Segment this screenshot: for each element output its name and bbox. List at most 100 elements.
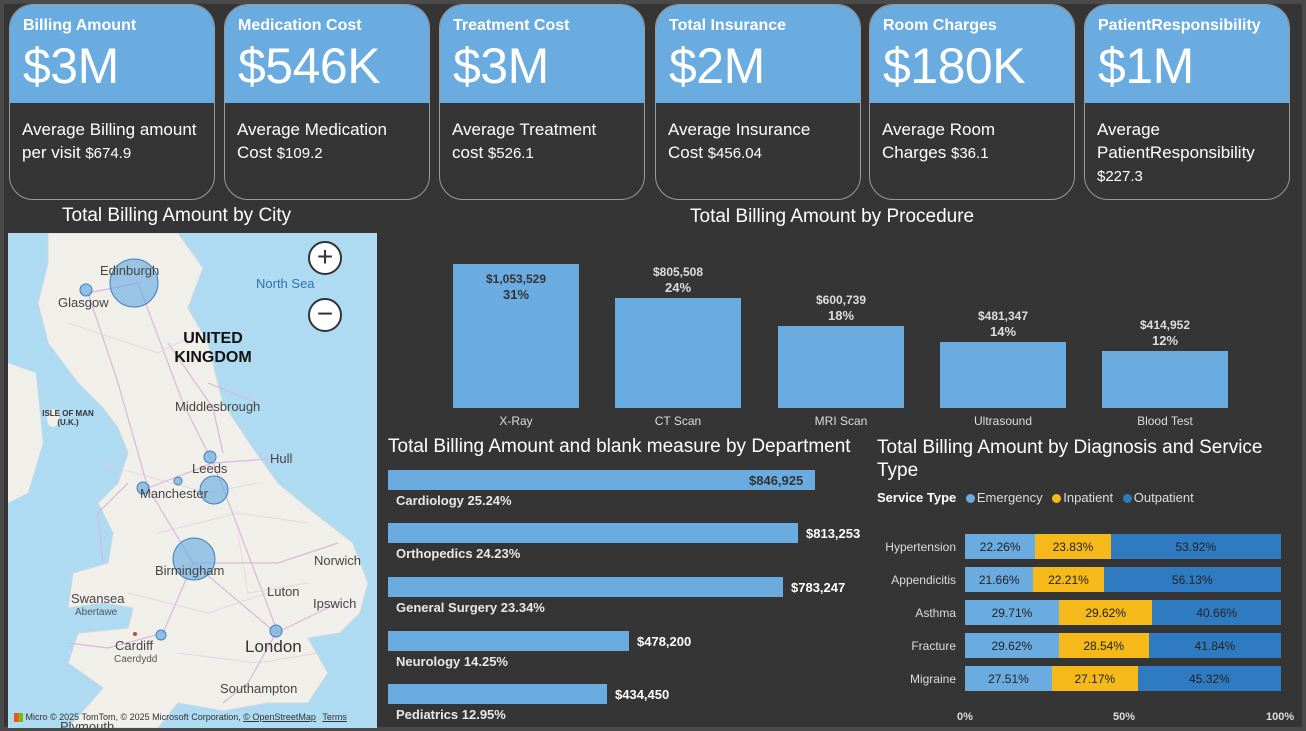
procedure-value-label: $414,952 bbox=[1139, 318, 1191, 332]
department-bar[interactable] bbox=[388, 470, 815, 490]
kpi-title: Total Insurance bbox=[669, 17, 787, 34]
kpi-card[interactable]: Total Insurance $2M Average Insurance Cost… bbox=[655, 4, 861, 200]
legend-inpatient[interactable]: Inpatient bbox=[1063, 490, 1114, 505]
procedure-bar[interactable] bbox=[940, 342, 1066, 408]
map-label-leeds: Leeds bbox=[192, 461, 228, 476]
diagnosis-segment-inpatient[interactable]: 28.54% bbox=[1058, 633, 1149, 658]
kpi-title: Treatment Cost bbox=[453, 17, 570, 34]
procedure-bar[interactable] bbox=[778, 326, 904, 408]
legend-outpatient-dot-icon bbox=[1122, 494, 1132, 504]
kpi-subtitle: Average Billing amount per visit $674.9 bbox=[10, 103, 214, 165]
kpi-card[interactable]: Medication Cost $546K Average Medication C… bbox=[224, 4, 430, 200]
kpi-subtitle-text: Average PatientResponsibility bbox=[1097, 120, 1255, 162]
legend-inpatient-dot-icon bbox=[1052, 494, 1062, 504]
department-bar[interactable] bbox=[388, 631, 629, 651]
diagnosis-legend: Service Type Emergency Inpatient Outpati… bbox=[877, 490, 1194, 505]
diagnosis-stacked-row: 21.66% 22.21% 56.13% bbox=[965, 567, 1281, 592]
kpi-title: Room Charges bbox=[883, 17, 997, 34]
diagnosis-x-tick-label: 100% bbox=[1266, 711, 1295, 723]
kpi-header: Room Charges $180K bbox=[870, 5, 1074, 103]
zoom-out-button[interactable]: − bbox=[308, 298, 342, 332]
procedure-value-label: $481,347 bbox=[977, 309, 1029, 323]
map-label-norwich: Norwich bbox=[314, 553, 361, 568]
map-label-birmingham: Birmingham bbox=[155, 563, 225, 578]
kpi-card[interactable]: Room Charges $180K Average Room Charges $3… bbox=[869, 4, 1075, 200]
diagnosis-stacked-row: 27.51% 27.17% 45.32% bbox=[965, 666, 1281, 691]
osm-link[interactable]: © OpenStreetMap bbox=[243, 711, 316, 722]
map-label-london: London bbox=[245, 637, 302, 656]
procedure-category-label: MRI Scan bbox=[814, 414, 868, 428]
diagnosis-segment-inpatient[interactable]: 22.21% bbox=[1033, 567, 1104, 592]
legend-emergency-dot-icon bbox=[965, 494, 975, 504]
kpi-average-value: $109.2 bbox=[276, 145, 323, 162]
kpi-card[interactable]: Treatment Cost $3M Average Treatment cost … bbox=[439, 4, 645, 200]
kpi-value: $3M bbox=[453, 38, 549, 94]
map-label-glasgow: Glasgow bbox=[58, 295, 109, 310]
procedure-percent-label: 12% bbox=[1151, 333, 1179, 348]
department-value-label: $434,450 bbox=[615, 687, 670, 702]
department-bar[interactable] bbox=[388, 523, 798, 543]
kpi-value: $2M bbox=[669, 38, 765, 94]
kpi-header: Treatment Cost $3M bbox=[440, 5, 644, 103]
diagnosis-segment-emergency[interactable]: 27.51% bbox=[965, 666, 1052, 691]
diagnosis-segment-outpatient[interactable]: 53.92% bbox=[1110, 534, 1281, 559]
map-copyright: Micro © 2025 TomTom, © 2025 Microsoft Co… bbox=[14, 712, 347, 722]
map-title: Total Billing Amount by City bbox=[62, 205, 292, 226]
department-category-label: Orthopedics 24.23% bbox=[396, 546, 521, 561]
terms-link[interactable]: Terms bbox=[322, 711, 347, 722]
diagnosis-segment-inpatient[interactable]: 27.17% bbox=[1051, 666, 1138, 691]
legend-outpatient[interactable]: Outpatient bbox=[1133, 490, 1194, 505]
diagnosis-segment-inpatient[interactable]: 29.62% bbox=[1058, 600, 1153, 625]
kpi-average-value: $456.04 bbox=[707, 145, 762, 162]
procedure-value-label: $1,053,529 bbox=[485, 272, 547, 286]
kpi-card[interactable]: Billing Amount $3M Average Billing amount … bbox=[9, 4, 215, 200]
diagnosis-segment-outpatient[interactable]: 41.84% bbox=[1148, 633, 1281, 658]
kpi-header: PatientResponsibility $1M bbox=[1085, 5, 1289, 103]
diagnosis-segment-emergency[interactable]: 29.71% bbox=[965, 600, 1059, 625]
procedure-bar[interactable] bbox=[453, 264, 579, 408]
diagnosis-segment-emergency[interactable]: 21.66% bbox=[965, 567, 1034, 592]
diagnosis-segment-outpatient[interactable]: 40.66% bbox=[1152, 600, 1281, 625]
procedure-value-label: $805,508 bbox=[652, 265, 704, 279]
department-bar[interactable] bbox=[388, 684, 607, 704]
kpi-value: $180K bbox=[883, 38, 1026, 94]
kpi-value: $546K bbox=[238, 38, 381, 94]
procedure-percent-label: 31% bbox=[502, 287, 530, 302]
kpi-average-value: $227.3 bbox=[1097, 168, 1143, 185]
zoom-in-button[interactable]: + bbox=[308, 241, 342, 275]
diagnosis-segment-outpatient[interactable]: 56.13% bbox=[1103, 567, 1281, 592]
procedure-bar[interactable] bbox=[615, 298, 741, 408]
city-map[interactable]: Edinburgh Glasgow North Sea UNITED KINGD… bbox=[8, 233, 377, 728]
map-label-manchester: Manchester bbox=[140, 486, 208, 501]
diagnosis-category-label: Hypertension bbox=[885, 540, 956, 554]
legend-emergency[interactable]: Emergency bbox=[976, 490, 1043, 505]
kpi-subtitle: Average Treatment cost $526.1 bbox=[440, 103, 644, 165]
procedure-chart-title: Total Billing Amount by Procedure bbox=[690, 206, 975, 227]
procedure-percent-label: 24% bbox=[664, 280, 692, 295]
map-label-southampton: Southampton bbox=[220, 681, 298, 696]
kpi-value: $1M bbox=[1098, 38, 1194, 94]
kpi-subtitle-text: Average Room Charges bbox=[882, 120, 996, 162]
map-label-caerdydd: Caerdydd bbox=[114, 654, 158, 665]
diagnosis-stacked-row: 22.26% 23.83% 53.92% bbox=[965, 534, 1281, 559]
department-chart-title: Total Billing Amount and blank measure b… bbox=[388, 436, 851, 457]
department-value-label: $846,925 bbox=[749, 473, 804, 488]
map-label-abertawe: Abertawe bbox=[75, 607, 118, 618]
procedure-bar[interactable] bbox=[1102, 351, 1228, 408]
map-label-hull: Hull bbox=[270, 451, 293, 466]
procedure-category-label: Blood Test bbox=[1137, 414, 1193, 428]
kpi-card[interactable]: PatientResponsibility $1M Average PatientR… bbox=[1084, 4, 1290, 200]
kpi-header: Billing Amount $3M bbox=[10, 5, 214, 103]
diagnosis-segment-inpatient[interactable]: 23.83% bbox=[1035, 534, 1111, 559]
diagnosis-segment-outpatient[interactable]: 45.32% bbox=[1137, 666, 1281, 691]
department-category-label: Cardiology 25.24% bbox=[396, 493, 512, 508]
diagnosis-segment-emergency[interactable]: 29.62% bbox=[965, 633, 1059, 658]
department-category-label: Pediatrics 12.95% bbox=[396, 707, 506, 722]
department-bar[interactable] bbox=[388, 577, 783, 597]
kpi-average-value: $674.9 bbox=[85, 145, 132, 162]
kpi-subtitle-text: Average Medication Cost bbox=[237, 120, 387, 162]
department-category-label: General Surgery 23.34% bbox=[396, 600, 545, 615]
diagnosis-segment-emergency[interactable]: 22.26% bbox=[965, 534, 1036, 559]
department-value-label: $813,253 bbox=[806, 526, 861, 541]
legend-title: Service Type bbox=[877, 490, 957, 505]
